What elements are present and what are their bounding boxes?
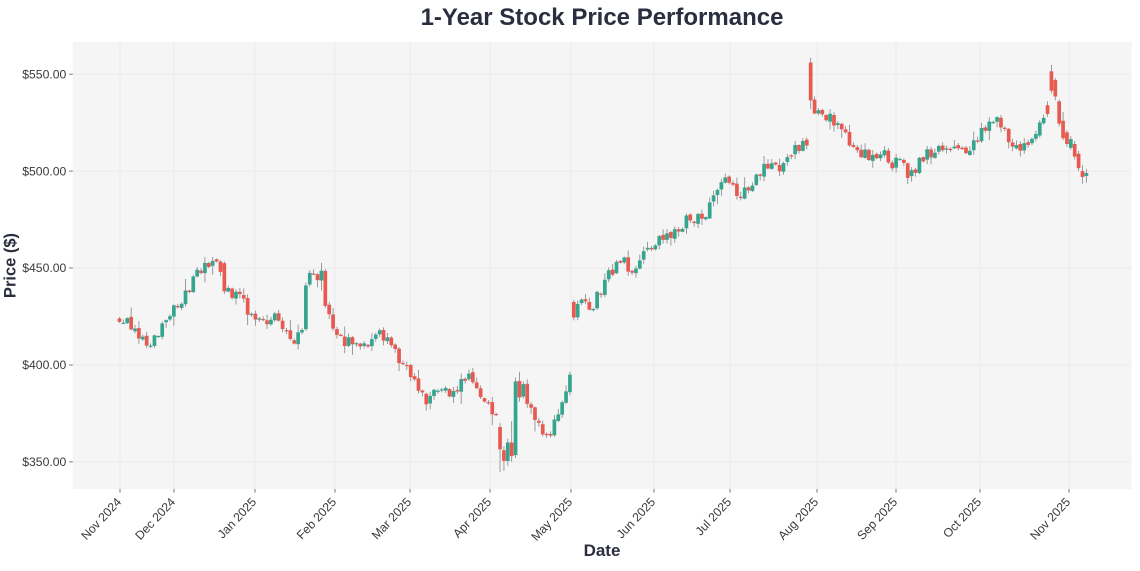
svg-text:$500.00: $500.00 (22, 164, 66, 178)
svg-text:$350.00: $350.00 (22, 455, 66, 469)
svg-text:Date: Date (584, 541, 621, 560)
svg-text:$550.00: $550.00 (22, 67, 66, 81)
svg-text:$450.00: $450.00 (22, 261, 66, 275)
svg-text:1-Year Stock Price Performance: 1-Year Stock Price Performance (421, 4, 784, 31)
svg-text:Price ($): Price ($) (2, 233, 20, 298)
svg-text:$400.00: $400.00 (22, 358, 66, 372)
